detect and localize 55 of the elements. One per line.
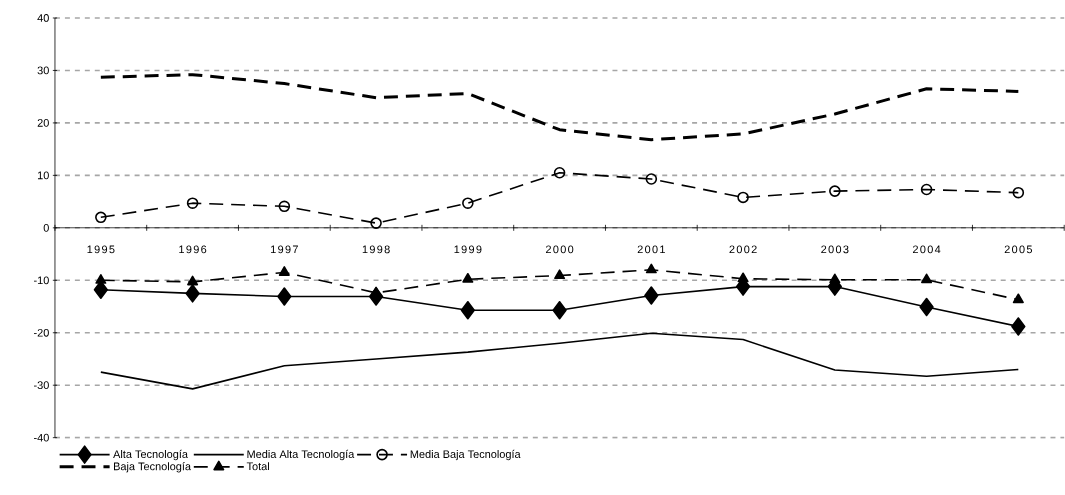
point bbox=[644, 286, 659, 305]
x-tick-label: 1995 bbox=[87, 245, 115, 254]
point bbox=[645, 173, 658, 185]
point bbox=[553, 167, 566, 179]
point bbox=[95, 274, 107, 285]
point bbox=[1012, 187, 1025, 199]
point bbox=[95, 211, 107, 224]
line-series bbox=[100, 332, 1020, 390]
y-tick-label: -20 bbox=[33, 329, 49, 337]
point bbox=[645, 263, 657, 274]
point bbox=[1012, 293, 1024, 304]
point bbox=[1011, 317, 1026, 336]
point bbox=[186, 197, 199, 210]
legend-label: Media Alta Tecnología bbox=[247, 450, 355, 461]
point bbox=[921, 273, 933, 284]
point bbox=[920, 183, 933, 196]
y-tick-label: 10 bbox=[37, 171, 49, 180]
line-series bbox=[99, 73, 1020, 142]
point bbox=[552, 301, 567, 320]
x-tick-label: 1997 bbox=[271, 245, 298, 254]
point bbox=[278, 200, 291, 213]
point bbox=[185, 284, 200, 303]
point bbox=[277, 287, 292, 306]
x-tick-label: 2000 bbox=[545, 245, 574, 254]
point bbox=[829, 185, 841, 198]
y-tick-label: -40 bbox=[33, 433, 49, 442]
x-tick-label: 1998 bbox=[362, 245, 390, 254]
y-tick-label: 0 bbox=[43, 224, 49, 232]
point bbox=[737, 272, 749, 283]
x-tick-label: 2001 bbox=[637, 245, 665, 254]
x-tick-label: 2002 bbox=[729, 245, 757, 254]
y-tick-label: 20 bbox=[37, 119, 49, 127]
point bbox=[829, 273, 841, 284]
point bbox=[554, 269, 566, 280]
point bbox=[919, 297, 934, 317]
y-tick-label: 30 bbox=[37, 66, 49, 75]
y-tick-label: 40 bbox=[37, 14, 49, 23]
point bbox=[460, 301, 475, 320]
x-tick-label: 2005 bbox=[1004, 245, 1033, 254]
legend-label: Alta Tecnología bbox=[113, 450, 188, 461]
point bbox=[737, 191, 749, 204]
point bbox=[462, 273, 474, 283]
y-tick-label: -30 bbox=[33, 381, 49, 390]
x-tick-label: 1996 bbox=[179, 245, 207, 254]
x-tick-label: 1999 bbox=[454, 245, 482, 254]
point bbox=[278, 266, 290, 277]
legend-label: Media Baja Tecnología bbox=[410, 450, 521, 461]
point bbox=[462, 197, 474, 210]
x-tick-label: 2003 bbox=[821, 245, 849, 254]
point bbox=[187, 275, 199, 286]
y-tick-label: -10 bbox=[33, 276, 49, 285]
x-tick-label: 2004 bbox=[912, 245, 941, 254]
point bbox=[370, 217, 382, 230]
legend-label: Baja Tecnología bbox=[114, 462, 192, 473]
legend-label: Total bbox=[246, 462, 269, 471]
